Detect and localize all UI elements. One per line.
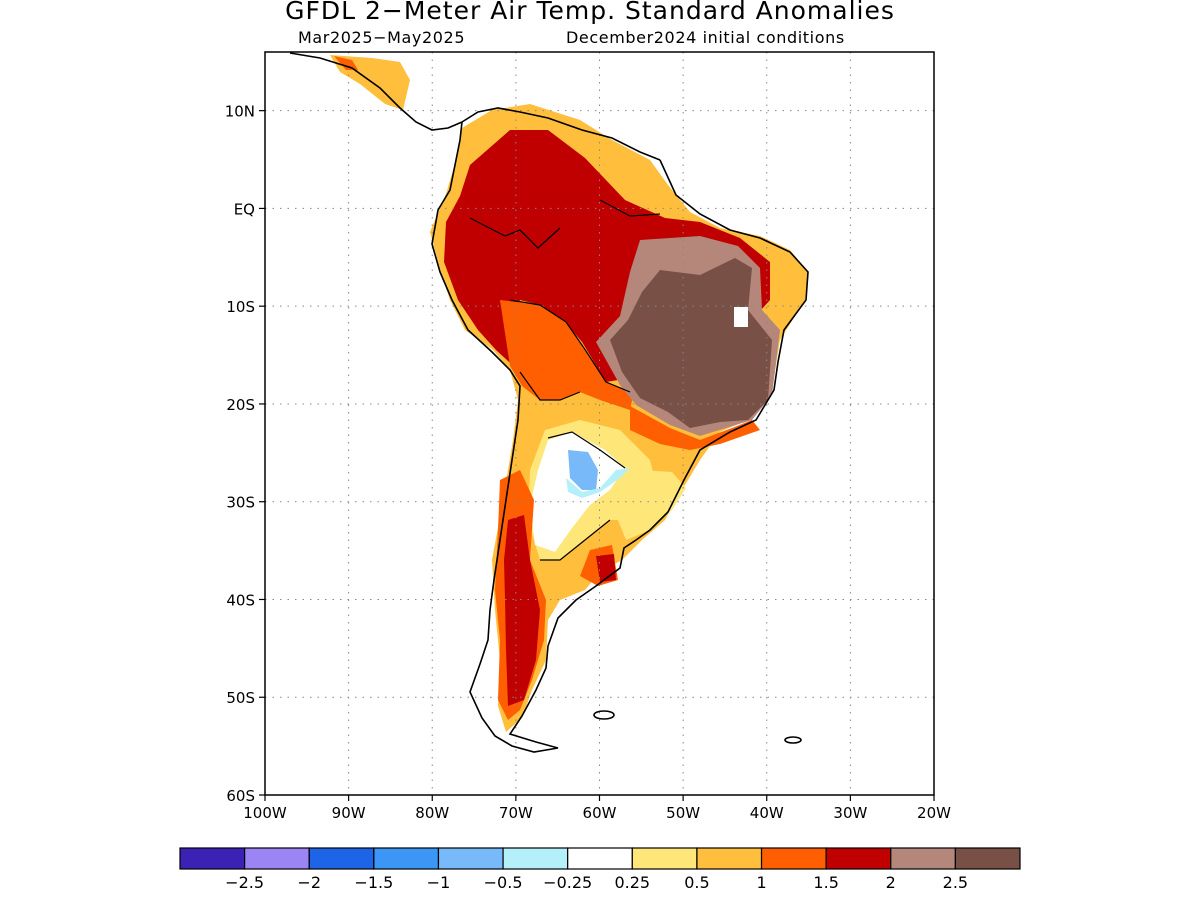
lat-tick-label: 40S	[226, 591, 255, 609]
colorbar-swatch	[179, 847, 246, 870]
lon-tick-label: 80W	[415, 804, 449, 822]
colorbar-label: 2	[886, 873, 896, 892]
colorbar-label: 1	[756, 873, 766, 892]
coastline	[289, 52, 809, 753]
lat-tick-label: 50S	[226, 689, 255, 707]
anomaly-shading	[330, 55, 808, 732]
colorbar-swatch	[373, 847, 440, 870]
colorbar-swatch	[825, 847, 892, 870]
central-america-hot	[334, 56, 358, 70]
lon-tick-label: 70W	[499, 804, 533, 822]
colorbar-swatch	[631, 847, 698, 870]
colorbar-label: 0.5	[684, 873, 709, 892]
northeast-brazil-missing	[734, 307, 748, 327]
colorbar-swatch	[954, 847, 1021, 870]
colorbar-swatch	[696, 847, 763, 870]
colorbar-label: 1.5	[813, 873, 838, 892]
colorbar-swatch	[502, 847, 569, 870]
south-georgia	[784, 736, 802, 744]
uruguay-yellow	[618, 470, 686, 540]
falkland-islands	[593, 710, 615, 720]
south-brazil-orange	[630, 406, 760, 450]
patagonia-core	[504, 515, 540, 706]
colorbar-swatch	[760, 847, 827, 870]
forecast-period: Mar2025−May2025	[298, 28, 466, 47]
lat-tick-label: 10S	[226, 298, 255, 316]
colorbar-label: −0.25	[543, 873, 592, 892]
lon-tick-label: 50W	[666, 804, 700, 822]
longitude-axis: 100W 90W 80W 70W 60W 50W 40W 30W 20W	[243, 795, 951, 822]
colorbar-label: −1	[427, 873, 451, 892]
colorbar-label: −1.5	[354, 873, 393, 892]
lat-tick-label: 20S	[226, 396, 255, 414]
colorbar-label: −0.5	[484, 873, 523, 892]
colorbar-label: −2	[297, 873, 321, 892]
lon-tick-label: 20W	[917, 804, 951, 822]
colorbar-swatch	[890, 847, 956, 870]
central-america-coast	[289, 52, 463, 131]
lon-tick-label: 60W	[583, 804, 617, 822]
northern-south-america	[444, 130, 770, 382]
colorbar-label: 2.5	[943, 873, 968, 892]
gran-chaco-cold-spot	[568, 450, 598, 490]
colorbar-swatch	[308, 847, 375, 870]
lon-tick-label: 30W	[833, 804, 867, 822]
lat-tick-label: 60S	[226, 787, 255, 805]
caribbean-coast	[461, 107, 661, 161]
south-america-coast	[431, 121, 809, 753]
northeast-brazil-core	[610, 258, 772, 428]
colorbar-swatch	[567, 847, 633, 870]
colorbar-swatch	[244, 847, 310, 870]
lon-tick-label: 100W	[243, 804, 287, 822]
andes-bolivia-orange	[500, 300, 634, 410]
lat-tick-label: 30S	[226, 494, 255, 512]
initial-conditions: December2024 initial conditions	[566, 28, 845, 47]
lon-tick-label: 90W	[332, 804, 366, 822]
colorbar: −2.5 −2 −1.5 −1 −0.5 −0.25 0.25 0.5 1 1.5 2 2.5	[179, 847, 1021, 892]
country-borders	[469, 199, 661, 561]
lat-tick-label: 10N	[225, 103, 255, 121]
latitude-axis: 10N EQ 10S 20S 30S 40S 50S 60S	[225, 103, 265, 805]
colorbar-label: 0.25	[614, 873, 650, 892]
map-title: GFDL 2−Meter Air Temp. Standard Anomalie…	[285, 0, 895, 25]
lon-tick-label: 40W	[750, 804, 784, 822]
colorbar-swatch	[437, 847, 504, 870]
gran-chaco-cool-edge	[566, 468, 630, 498]
colorbar-label: −2.5	[225, 873, 264, 892]
lat-tick-label: EQ	[234, 200, 255, 218]
